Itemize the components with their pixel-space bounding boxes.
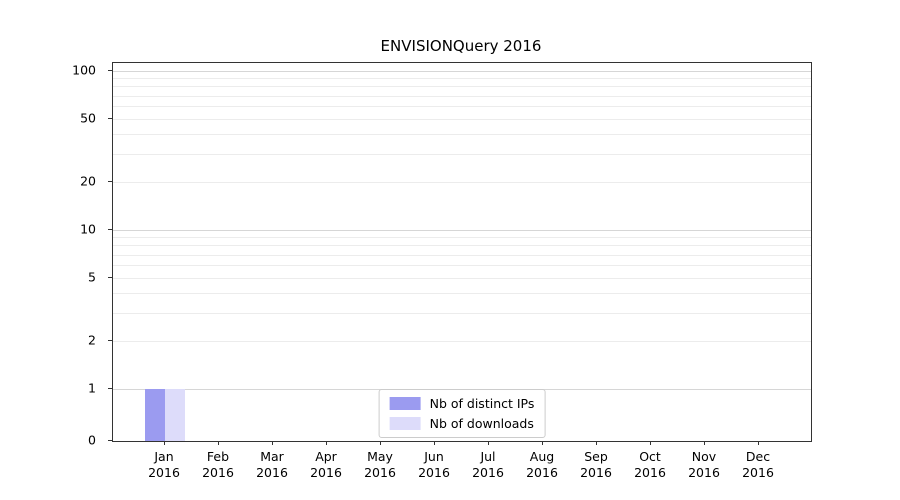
- gridline-minor: [113, 277, 811, 279]
- x-tick-month: Feb: [206, 449, 230, 464]
- x-tick-year: 2016: [688, 465, 720, 481]
- x-tick-mark: [272, 441, 273, 445]
- x-tick-month: Mar: [260, 449, 284, 464]
- x-tick-label: Oct 2016: [634, 449, 666, 482]
- y-tick-label: 2: [88, 332, 96, 348]
- x-tick-year: 2016: [418, 465, 450, 481]
- y-tick-label: 20: [80, 173, 96, 189]
- x-tick-month: Jan: [154, 449, 174, 464]
- legend-label: Nb of distinct IPs: [429, 396, 535, 411]
- y-tick-mark: [108, 276, 112, 278]
- x-tick-year: 2016: [364, 465, 396, 481]
- legend-swatch: [389, 417, 421, 430]
- plot-area: Nb of distinct IPs Nb of downloads: [112, 62, 812, 442]
- x-tick-year: 2016: [526, 465, 558, 481]
- gridline-major: [113, 230, 811, 231]
- gridline-minor: [113, 154, 811, 156]
- x-tick-year: 2016: [148, 465, 180, 481]
- x-tick-mark: [650, 441, 651, 445]
- x-tick-mark: [434, 441, 435, 445]
- gridline-minor: [113, 95, 811, 97]
- gridline-minor: [113, 293, 811, 295]
- x-tick-label: May 2016: [364, 449, 396, 482]
- y-tick-mark: [108, 388, 112, 389]
- y-tick-label: 100: [72, 62, 96, 78]
- x-tick-label: Dec 2016: [742, 449, 774, 482]
- x-tick-month: Oct: [639, 449, 661, 464]
- gridline-minor: [113, 86, 811, 88]
- gridline-minor: [113, 254, 811, 256]
- y-tick-label: 5: [88, 269, 96, 285]
- chart-title: ENVISIONQuery 2016: [380, 37, 542, 55]
- gridline-minor: [113, 237, 811, 239]
- x-tick-year: 2016: [634, 465, 666, 481]
- y-tick-label: 10: [80, 221, 96, 237]
- x-tick-month: Dec: [745, 449, 771, 464]
- y-axis: 100 50 20 10 5 2 1 0: [0, 62, 112, 448]
- legend-item: Nb of downloads: [389, 416, 535, 431]
- x-tick-label: Jul 2016: [472, 449, 504, 482]
- y-tick-mark: [108, 117, 112, 119]
- y-tick-mark: [108, 440, 112, 441]
- x-tick-mark: [758, 441, 759, 445]
- y-tick-mark: [108, 229, 112, 230]
- legend-item: Nb of distinct IPs: [389, 396, 535, 411]
- bar-nb-of-downloads: [165, 389, 185, 441]
- y-tick-mark: [108, 340, 112, 342]
- x-tick-label: Mar 2016: [256, 449, 288, 482]
- x-tick-label: Nov 2016: [688, 449, 720, 482]
- x-tick-mark: [596, 441, 597, 445]
- x-tick-label: Apr 2016: [310, 449, 342, 482]
- x-tick-mark: [704, 441, 705, 445]
- y-tick-label: 0: [88, 432, 96, 448]
- x-tick-mark: [488, 441, 489, 445]
- x-tick-mark: [164, 441, 165, 445]
- x-tick-mark: [326, 441, 327, 445]
- x-tick-label: Jan 2016: [148, 449, 180, 482]
- x-tick-year: 2016: [202, 465, 234, 481]
- y-tick-label: 1: [88, 380, 96, 396]
- gridline-minor: [113, 313, 811, 315]
- gridline-minor: [113, 134, 811, 136]
- y-tick-label: 50: [80, 110, 96, 126]
- x-tick-mark: [380, 441, 381, 445]
- x-tick-month: Apr: [315, 449, 337, 464]
- x-tick-mark: [542, 441, 543, 445]
- gridline-minor: [113, 118, 811, 120]
- x-tick-year: 2016: [310, 465, 342, 481]
- x-tick-label: Sep 2016: [580, 449, 612, 482]
- x-tick-mark: [218, 441, 219, 445]
- x-tick-month: May: [367, 449, 393, 464]
- x-tick-month: Aug: [529, 449, 555, 464]
- legend-label: Nb of downloads: [429, 416, 534, 431]
- gridline-minor: [113, 245, 811, 247]
- x-tick-year: 2016: [256, 465, 288, 481]
- gridline-minor: [113, 341, 811, 343]
- x-tick-month: Nov: [691, 449, 717, 464]
- y-tick-mark: [108, 181, 112, 183]
- x-tick-year: 2016: [472, 465, 504, 481]
- gridline-minor: [113, 78, 811, 80]
- x-tick-label: Jun 2016: [418, 449, 450, 482]
- gridline-minor: [113, 182, 811, 184]
- bar-nb-of-distinct-ips: [145, 389, 165, 441]
- x-tick-year: 2016: [580, 465, 612, 481]
- x-tick-month: Jun: [424, 449, 444, 464]
- x-tick-month: Jul: [480, 449, 496, 464]
- legend-swatch: [389, 397, 421, 410]
- x-tick-label: Aug 2016: [526, 449, 558, 482]
- legend: Nb of distinct IPs Nb of downloads: [378, 389, 546, 438]
- x-tick-month: Sep: [584, 449, 608, 464]
- y-tick-mark: [108, 70, 112, 71]
- x-tick-year: 2016: [742, 465, 774, 481]
- gridline-major: [113, 71, 811, 72]
- x-axis: Jan 2016 Feb 2016 Mar 2016 Apr 2016 May 2016 Jun 20…: [112, 441, 810, 496]
- gridline-minor: [113, 265, 811, 267]
- x-tick-label: Feb 2016: [202, 449, 234, 482]
- gridline-minor: [113, 106, 811, 108]
